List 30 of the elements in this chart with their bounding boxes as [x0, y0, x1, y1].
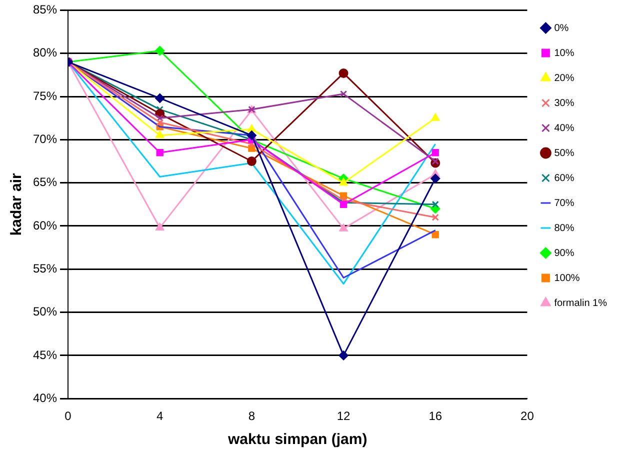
x-axis-title: waktu simpan (jam) — [227, 431, 368, 448]
y-tick-label: 85% — [32, 2, 58, 17]
x-tick-label: 8 — [248, 409, 256, 424]
legend-label: 30% — [554, 98, 574, 109]
legend-label: 0% — [554, 22, 569, 34]
y-tick-label: 45% — [32, 348, 58, 362]
legend-label: 40% — [554, 122, 574, 134]
legend-label: 10% — [554, 48, 574, 59]
legend-label: 20% — [554, 72, 574, 84]
y-tick-label: 75% — [32, 88, 58, 103]
x-tick-label: 12 — [336, 409, 351, 424]
legend-label: 70% — [554, 198, 574, 209]
x-tick-label: 16 — [428, 409, 442, 424]
legend-label: 50% — [554, 148, 574, 159]
x-tick-label: 20 — [520, 409, 534, 424]
y-tick-label: 60% — [32, 218, 58, 232]
legend-label: 90% — [554, 248, 574, 259]
y-tick-label: 50% — [32, 304, 58, 319]
legend-label: 100% — [554, 272, 580, 284]
y-tick-label: 65% — [32, 175, 58, 190]
x-tick-label: 4 — [156, 409, 164, 424]
y-tick-label: 55% — [32, 261, 58, 276]
y-tick-label: 80% — [32, 46, 58, 60]
legend-label: formalin 1% — [554, 298, 608, 309]
y-tick-label: 40% — [32, 390, 58, 405]
y-tick-label: 70% — [32, 132, 58, 146]
legend-label: 60% — [554, 172, 574, 184]
legend-label: 80% — [554, 222, 574, 234]
y-axis-title: kadar air — [8, 172, 26, 236]
x-tick-label: 0 — [64, 409, 72, 424]
